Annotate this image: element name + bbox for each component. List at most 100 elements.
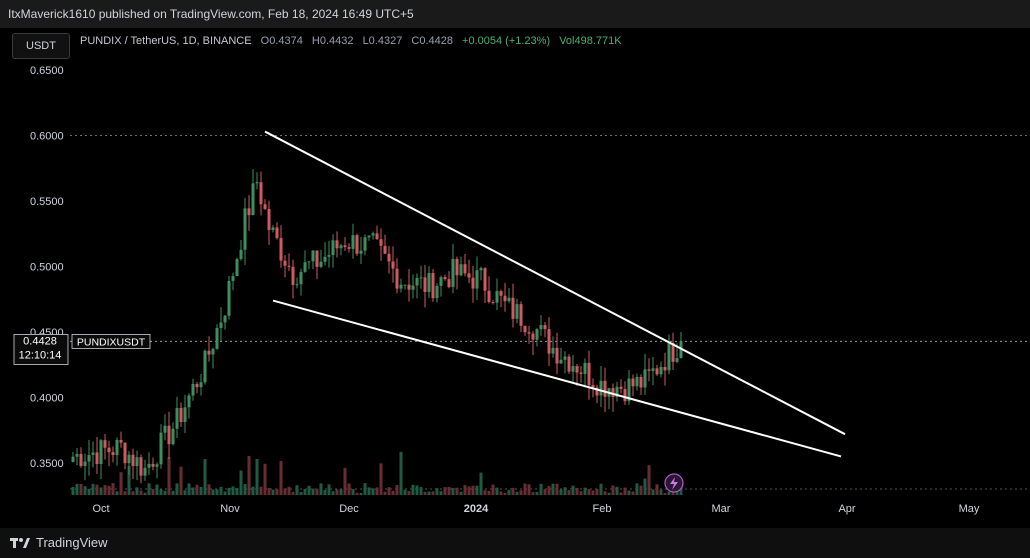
candle-body — [619, 386, 623, 390]
volume-bar — [79, 484, 83, 495]
candle-body — [351, 235, 355, 249]
volume-bar — [519, 490, 523, 495]
candle-body — [151, 463, 155, 467]
legend-high: H0.4432 — [311, 35, 354, 47]
candle-body — [87, 455, 91, 462]
candle-body — [587, 362, 591, 386]
candle-body — [303, 262, 307, 272]
volume-bar — [139, 490, 143, 495]
x-tick-label: Feb — [593, 503, 612, 515]
volume-bar — [267, 488, 271, 495]
volume-bar — [599, 483, 603, 495]
volume-bar — [603, 491, 607, 495]
candle-body — [199, 382, 203, 388]
candle-body — [83, 461, 87, 467]
volume-bar — [551, 483, 555, 495]
volume-bar — [667, 491, 671, 495]
lower-trendline[interactable] — [272, 299, 842, 458]
candle-body — [115, 439, 119, 456]
volume-bar — [511, 487, 515, 495]
candle-body — [547, 329, 551, 354]
candle-body — [495, 291, 499, 303]
volume-bar — [231, 486, 235, 495]
candle-body — [367, 235, 371, 238]
candle-body — [91, 452, 95, 456]
volume-bar — [447, 486, 451, 495]
candle-body — [487, 290, 491, 303]
candle-body — [371, 233, 375, 236]
volume-bar — [543, 488, 547, 495]
currency-scale-button[interactable]: USDT — [12, 33, 70, 59]
volume-bar — [151, 489, 155, 495]
volume-bar — [531, 492, 535, 495]
candle-body — [295, 284, 299, 286]
volume-bar — [587, 488, 591, 495]
volume-bar — [443, 487, 447, 495]
volume-bar — [595, 488, 599, 495]
candle-body — [483, 268, 487, 291]
volume-bar — [639, 485, 643, 495]
candle-body — [327, 255, 331, 257]
candle-body — [447, 279, 451, 288]
candle-body — [615, 386, 619, 397]
candle-body — [595, 387, 599, 396]
candle-body — [343, 245, 347, 248]
volume-bar — [619, 492, 623, 495]
candle-body — [467, 273, 471, 278]
price-chart[interactable]: 0.65000.60000.55000.50000.45000.40000.35… — [0, 28, 1030, 528]
volume-bar — [527, 484, 531, 495]
volume-bar — [383, 491, 387, 495]
candle-body — [475, 270, 479, 289]
volume-bar — [643, 478, 647, 495]
candle-body — [627, 378, 631, 402]
volume-bar — [211, 489, 215, 495]
candle-body — [455, 258, 459, 276]
volume-bar — [579, 491, 583, 495]
candle-body — [527, 332, 531, 334]
volume-bar — [455, 487, 459, 495]
candle-body — [79, 453, 83, 467]
volume-bar — [403, 489, 407, 495]
volume-bar — [99, 487, 103, 495]
volume-bar — [307, 485, 311, 495]
volume-bar — [355, 492, 359, 495]
candle-body — [427, 272, 431, 292]
upper-trendline[interactable] — [264, 130, 846, 436]
candle-body — [499, 291, 503, 296]
volume-bar — [491, 484, 495, 495]
tradingview-icon — [10, 537, 30, 548]
volume-bar — [387, 487, 391, 495]
candle-body — [307, 261, 311, 263]
chart-area[interactable] — [0, 28, 1030, 528]
candle-body — [419, 277, 423, 279]
volume-bar — [239, 470, 243, 495]
volume-bar — [415, 485, 419, 495]
candle-body — [299, 271, 303, 285]
volume-bar — [319, 483, 323, 495]
x-tick-label: Apr — [838, 503, 855, 515]
candle-body — [263, 204, 267, 209]
volume-bar — [347, 483, 351, 495]
volume-bar — [295, 485, 299, 495]
y-tick-label: 0.5000 — [30, 262, 64, 274]
volume-bar — [659, 489, 663, 495]
candle-body — [211, 348, 215, 355]
candle-body — [663, 366, 667, 371]
lightning-icon[interactable] — [664, 473, 684, 493]
volume-bar — [91, 483, 95, 495]
candle-body — [503, 295, 507, 302]
candle-body — [511, 297, 515, 319]
candle-body — [95, 452, 99, 465]
candle-body — [659, 366, 663, 375]
volume-bar — [467, 486, 471, 495]
volume-bar — [235, 487, 239, 495]
candle-body — [279, 238, 283, 261]
candle-body — [643, 369, 647, 388]
volume-bar — [679, 486, 683, 495]
volume-bar — [155, 484, 159, 495]
candle-body — [651, 368, 655, 371]
legend-symbol: PUNDIX / TetherUS, 1D, BINANCE — [80, 35, 252, 47]
tradingview-logo[interactable]: TradingView — [10, 535, 108, 550]
candle-body — [451, 258, 455, 288]
candle-body — [195, 383, 199, 388]
